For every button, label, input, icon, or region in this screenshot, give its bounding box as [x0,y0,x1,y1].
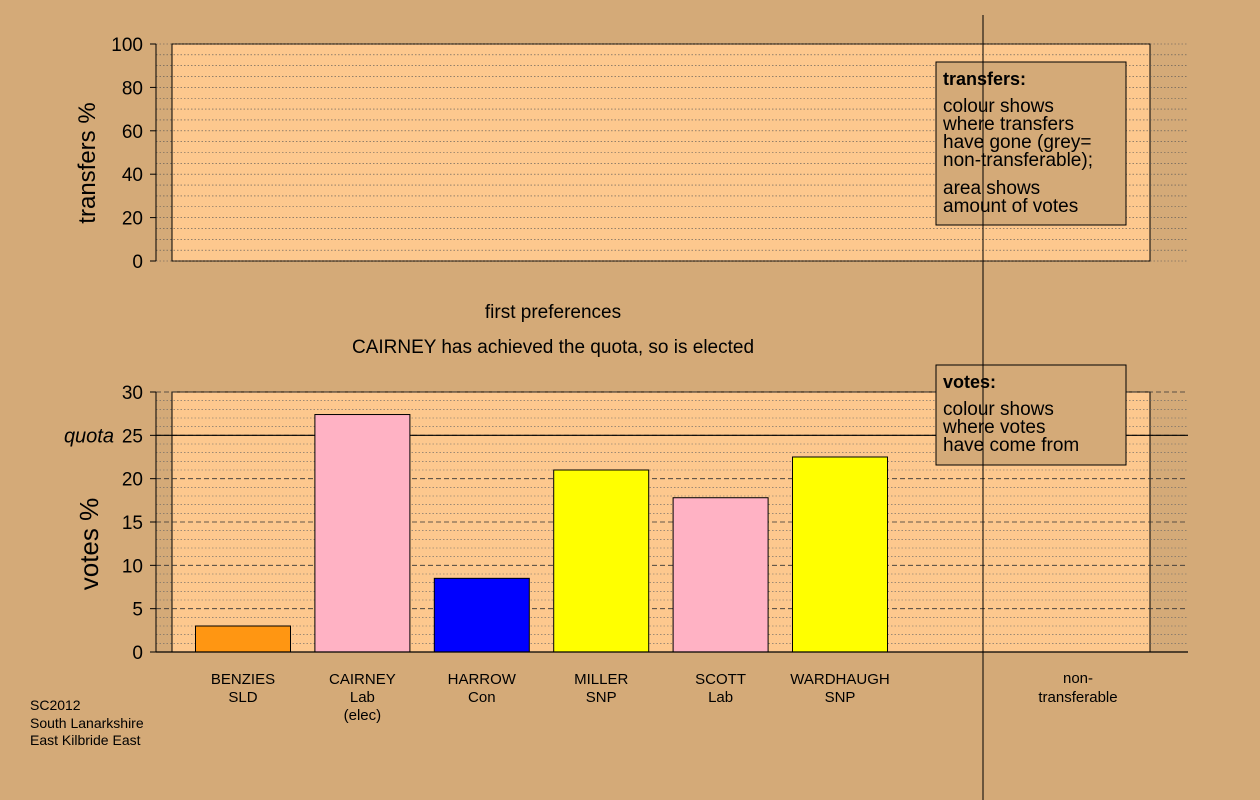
votes-tick-label: 0 [132,643,143,664]
transfers-legend-box [935,61,1127,226]
candidate-name: CAIRNEY [329,671,396,688]
transfers-legend-line: colour shows [943,96,1054,117]
votes-legend-title: votes: [943,372,996,392]
candidate-party: Con [468,689,496,706]
transfers-legend-title: transfers: [943,69,1026,89]
votes-tick-label: 30 [122,383,143,404]
votes-bars [195,414,888,653]
votes-tick-label: 15 [122,513,143,534]
bar-miller [553,469,650,653]
bar-cairney [314,414,411,653]
candidate-name: SCOTT [695,671,746,688]
votes-tick-label: 25 [122,426,143,447]
quota-label: quota [64,425,114,447]
votes-y-ticks: 0 5 10 15 20 25 30 [122,383,156,664]
votes-tick-label: 5 [132,600,143,621]
votes-legend-line: colour shows [943,399,1054,420]
bar-scott [672,497,769,653]
transfers-legend-line: have gone (grey= [943,132,1091,153]
transfers-tick-label: 80 [122,78,143,99]
stage-title: first preferences [485,302,621,323]
votes-legend-line: where votes [942,417,1045,438]
votes-tick-label: 20 [122,470,143,491]
nontransferable-label: non- [1063,670,1093,687]
transfers-y-ticks: 0 20 40 60 80 100 [111,35,156,273]
footer-line: East Kilbride East [30,732,141,748]
transfers-legend-line: non-transferable); [943,150,1093,171]
bar-harrow [433,577,530,653]
votes-y-axis-label: votes % [74,498,104,591]
candidate-party: Lab [350,689,375,706]
votes-legend: votes: colour shows where votes have com… [935,364,1127,466]
candidate-name: MILLER [574,671,628,688]
transfers-panel: 0 20 40 60 80 100 transfers % transfers: colo… [74,35,1188,273]
transfers-legend-line: where transfers [942,114,1074,135]
transfers-tick-label: 40 [122,165,143,186]
transfers-tick-label: 100 [111,35,143,56]
candidate-labels: BENZIESSLDCAIRNEYLab(elec)HARROWConMILLE… [211,671,890,724]
bar-wardhaugh [792,456,888,653]
votes-legend-box [935,364,1127,466]
transfers-legend: transfers: colour shows where transfers … [935,61,1127,226]
transfers-tick-label: 60 [122,122,143,143]
candidate-name: HARROW [448,671,517,688]
transfers-gridlines [156,43,1188,262]
transfers-legend-line: area shows [943,178,1040,199]
candidate-note: (elec) [344,707,382,724]
transfers-legend-line: amount of votes [943,196,1078,217]
transfers-tick-label: 20 [122,209,143,230]
stage-note: CAIRNEY has achieved the quota, so is el… [352,337,754,358]
votes-legend-line: have come from [943,435,1079,456]
transfers-tick-label: 0 [132,252,143,273]
candidate-name: WARDHAUGH [790,671,889,688]
footer-line: SC2012 [30,697,81,713]
votes-tick-label: 10 [122,556,143,577]
candidate-party: Lab [708,689,733,706]
transfers-y-axis-label: transfers % [74,102,101,223]
candidate-party: SNP [825,689,856,706]
bar-benzies [195,625,291,653]
nontransferable-label: transferable [1038,689,1117,706]
footer-line: South Lanarkshire [30,715,144,731]
candidate-name: BENZIES [211,671,275,688]
candidate-party: SLD [228,689,257,706]
candidate-party: SNP [586,689,617,706]
